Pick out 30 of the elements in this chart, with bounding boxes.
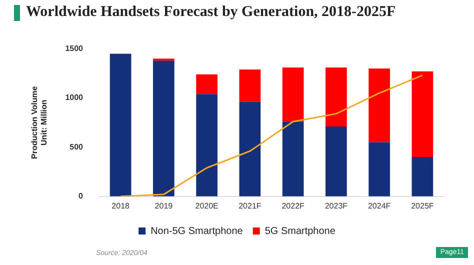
bar (368, 142, 390, 196)
x-tick-label: 2025F (411, 201, 434, 210)
bar (239, 102, 261, 196)
bar (326, 67, 347, 127)
bar (196, 74, 218, 94)
x-tick-label: 2019 (154, 201, 174, 210)
bar (110, 54, 132, 196)
bar (196, 94, 218, 196)
bar (412, 71, 434, 158)
bar (326, 126, 347, 196)
bar (153, 60, 174, 196)
bar (368, 68, 390, 142)
x-tick-label: 2022F (282, 201, 305, 210)
y-axis-title: Production Volume Unit: Million (30, 86, 49, 159)
x-tick-label: 2021F (238, 201, 262, 210)
chart-title: Worldwide Handsets Forecast by Generation, 2018-2025F (26, 4, 396, 21)
bar (282, 67, 304, 122)
y-tick-label: 500 (70, 142, 84, 152)
x-tick-label: 2020E (195, 201, 218, 210)
y-tick-label: 0 (78, 192, 84, 201)
bar (282, 122, 304, 196)
bar (239, 69, 261, 102)
legend-label: Non-5G Smartphone (150, 226, 244, 237)
legend-label: 5G Smartphone (264, 226, 336, 237)
bar (412, 157, 434, 196)
x-tick-label: 2023F (324, 201, 348, 210)
y-tick-label: 1000 (65, 93, 84, 102)
y-tick-label: 1500 (65, 44, 84, 54)
x-tick-label: 2018 (112, 201, 130, 210)
x-tick-label: 2024F (368, 201, 391, 210)
